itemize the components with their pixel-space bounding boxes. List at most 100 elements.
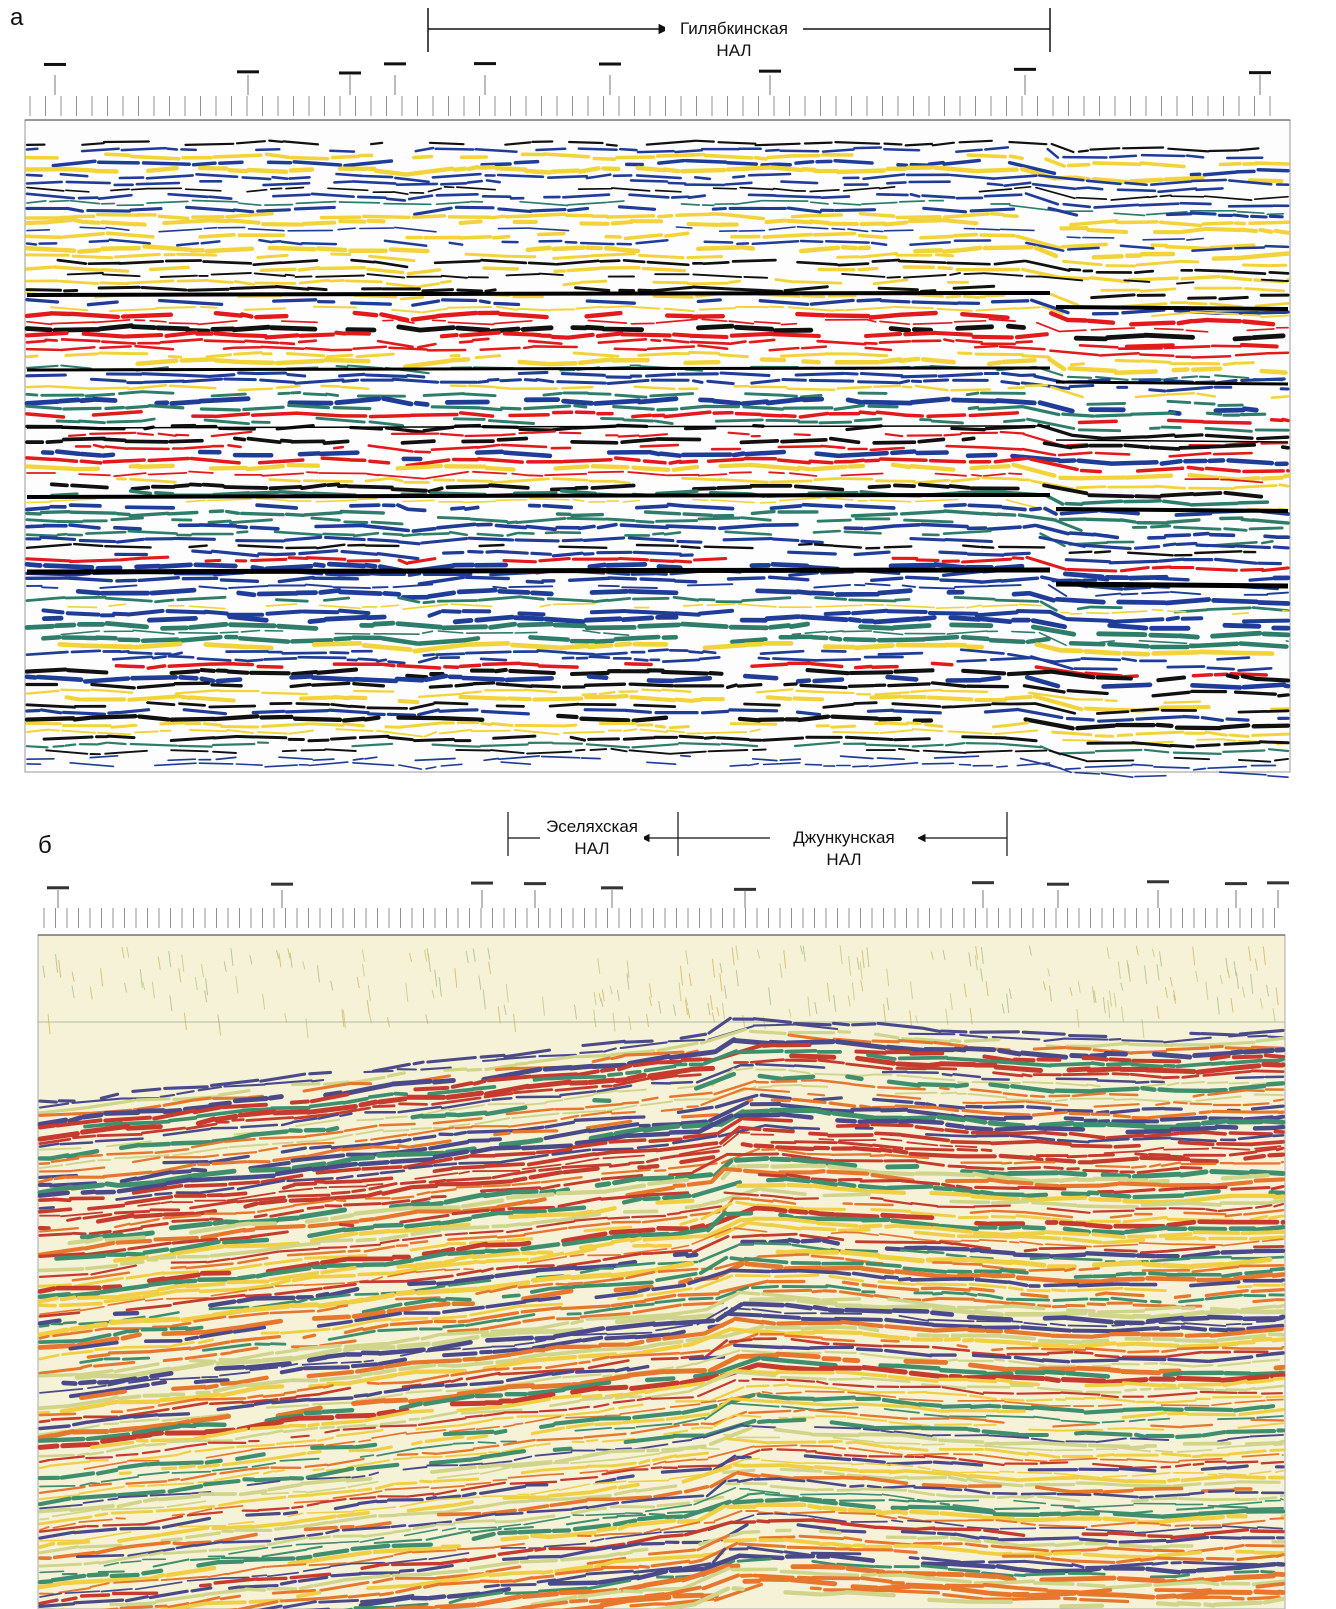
noise: [711, 1012, 715, 1023]
noise: [204, 990, 208, 1003]
noise: [361, 949, 365, 962]
reflector: [38, 1116, 1285, 1203]
noise: [1156, 964, 1160, 981]
reflector: [41, 608, 1290, 624]
noise: [289, 952, 293, 968]
reflector: [66, 1140, 1285, 1222]
reflector: [38, 1383, 1285, 1470]
well-marker: [524, 882, 546, 886]
key-horizon: [26, 567, 1289, 589]
reflector: [25, 238, 1290, 252]
reflector: [26, 754, 1277, 771]
reflector: [25, 298, 1290, 316]
noise: [723, 985, 727, 999]
noise: [974, 955, 978, 971]
reflector: [38, 1324, 1285, 1411]
noise: [497, 1006, 501, 1024]
reflector: [25, 515, 1284, 532]
reflector: [90, 1368, 1285, 1450]
noise: [886, 968, 890, 987]
reflector: [38, 1378, 1283, 1463]
reflector: [24, 323, 1286, 342]
noise: [673, 1004, 677, 1016]
reflector: [25, 535, 1290, 551]
noise: [157, 956, 161, 970]
well-marker: [601, 886, 623, 890]
reflector: [25, 436, 1290, 451]
reflector: [25, 337, 1242, 351]
reflector: [38, 1273, 1285, 1361]
noise: [342, 1009, 346, 1029]
reflector: [37, 1327, 1286, 1416]
reflector: [38, 1079, 1285, 1166]
noise: [1233, 960, 1237, 977]
noise: [735, 969, 739, 987]
reflector: [37, 1071, 1286, 1161]
well-marker: [759, 69, 781, 73]
noise: [975, 945, 979, 960]
reflector: [25, 350, 1255, 367]
well-marker: [1225, 882, 1247, 886]
noise: [616, 989, 620, 1001]
well-marker: [972, 881, 994, 885]
reflector: [83, 1390, 1284, 1470]
noise: [679, 965, 683, 986]
reflector: [24, 667, 1291, 683]
noise: [472, 948, 476, 962]
noise: [1107, 1000, 1111, 1019]
reflector: [79, 1284, 1285, 1364]
noise: [465, 950, 469, 964]
reflector: [225, 1541, 1285, 1609]
noise: [963, 983, 967, 998]
reflector: [24, 673, 1291, 690]
noise: [341, 1009, 345, 1028]
reflector: [26, 728, 1289, 746]
noise: [968, 952, 972, 967]
reflector: [38, 1454, 1285, 1540]
noise: [262, 994, 266, 1010]
reflector: [67, 1163, 1270, 1246]
noise: [1077, 981, 1081, 993]
reflector: [25, 146, 1264, 160]
reflector: [39, 1487, 1284, 1574]
reflector: [74, 443, 1253, 458]
noise: [712, 958, 716, 978]
noise: [1205, 981, 1209, 1001]
reflector: [38, 1448, 1285, 1533]
noise: [287, 948, 291, 959]
noise: [688, 972, 692, 987]
key-horizon: [26, 366, 1289, 386]
well-marker: [474, 62, 496, 66]
reflector: [26, 185, 1289, 201]
noise: [1008, 988, 1012, 999]
noise: [1248, 946, 1252, 962]
zone-bracket-b: [507, 812, 1008, 856]
reflector: [38, 1124, 1285, 1210]
noise: [1135, 945, 1139, 956]
noise: [646, 1013, 650, 1028]
noise: [126, 946, 130, 958]
reflector: [39, 1423, 1284, 1510]
reflector: [61, 1491, 1285, 1576]
noise: [1126, 960, 1130, 975]
reflector: [55, 416, 1290, 433]
reflector: [111, 654, 1273, 672]
noise: [425, 1014, 429, 1025]
noise: [541, 996, 545, 1016]
reflector: [57, 640, 1275, 657]
well-marker: [339, 71, 361, 75]
reflector: [38, 1016, 1285, 1104]
noise: [434, 969, 438, 987]
noise: [124, 983, 128, 993]
zone-label: Гилябкинская НАЛ: [665, 18, 803, 62]
reflector: [38, 1100, 1285, 1188]
reflector: [629, 1582, 1281, 1608]
noise: [719, 962, 723, 974]
well-marker: [734, 887, 756, 891]
noise: [178, 968, 182, 983]
noise: [1093, 990, 1097, 1003]
noise: [1120, 982, 1124, 991]
noise: [1169, 976, 1173, 987]
noise: [424, 949, 428, 962]
reflector: [38, 1255, 1285, 1344]
